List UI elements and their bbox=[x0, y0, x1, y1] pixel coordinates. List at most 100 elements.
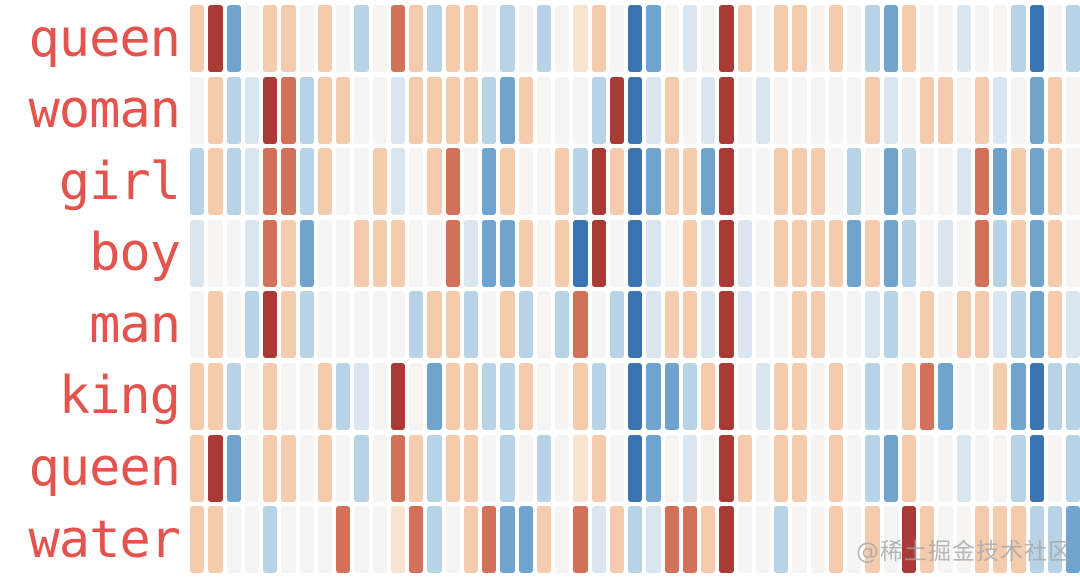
embedding-cell bbox=[226, 291, 241, 359]
embedding-cell bbox=[317, 5, 332, 72]
embedding-cell bbox=[810, 148, 825, 216]
embedding-cell bbox=[299, 434, 314, 502]
embedding-cell bbox=[500, 219, 515, 287]
embedding-cell bbox=[518, 148, 533, 216]
embedding-cell bbox=[701, 5, 716, 72]
embedding-cell bbox=[883, 291, 898, 359]
embedding-cell bbox=[1066, 291, 1080, 359]
embedding-cell bbox=[920, 362, 935, 430]
embedding-cell bbox=[354, 506, 369, 574]
embedding-cell bbox=[865, 5, 880, 72]
embedding-cell bbox=[792, 76, 807, 144]
embedding-cell bbox=[993, 148, 1008, 216]
embedding-cell bbox=[628, 219, 643, 287]
embedding-cell bbox=[719, 148, 734, 216]
embedding-cell bbox=[208, 434, 223, 502]
embedding-cell bbox=[244, 434, 259, 502]
embedding-vector bbox=[190, 5, 1080, 72]
embedding-cell bbox=[244, 5, 259, 72]
embedding-cell bbox=[518, 219, 533, 287]
embedding-cell bbox=[938, 362, 953, 430]
embedding-cell bbox=[956, 362, 971, 430]
embedding-row: boy bbox=[0, 219, 1080, 287]
embedding-cell bbox=[719, 76, 734, 144]
embedding-cell bbox=[317, 291, 332, 359]
embedding-row: woman bbox=[0, 76, 1080, 144]
embedding-cell bbox=[938, 434, 953, 502]
embedding-cell bbox=[263, 219, 278, 287]
embedding-cell bbox=[682, 219, 697, 287]
embedding-cell bbox=[555, 219, 570, 287]
embedding-cell bbox=[190, 219, 205, 287]
embedding-cell bbox=[336, 76, 351, 144]
embedding-cell bbox=[482, 434, 497, 502]
embedding-cell bbox=[865, 434, 880, 502]
embedding-cell bbox=[1066, 76, 1080, 144]
embedding-cell bbox=[701, 148, 716, 216]
embedding-cell bbox=[847, 506, 862, 574]
embedding-cell bbox=[646, 76, 661, 144]
embedding-cell bbox=[920, 148, 935, 216]
embedding-cell bbox=[737, 434, 752, 502]
embedding-cell bbox=[737, 148, 752, 216]
embedding-cell bbox=[1011, 5, 1026, 72]
embedding-cell bbox=[299, 219, 314, 287]
embedding-cell bbox=[810, 506, 825, 574]
embedding-cell bbox=[463, 5, 478, 72]
embedding-cell bbox=[518, 291, 533, 359]
embedding-cell bbox=[427, 76, 442, 144]
embedding-cell bbox=[372, 362, 387, 430]
embedding-cell bbox=[774, 362, 789, 430]
embedding-cell bbox=[792, 148, 807, 216]
embedding-cell bbox=[336, 291, 351, 359]
embedding-cell bbox=[500, 291, 515, 359]
embedding-cell bbox=[445, 434, 460, 502]
embedding-cell bbox=[646, 291, 661, 359]
embedding-cell bbox=[591, 219, 606, 287]
embedding-cell bbox=[409, 291, 424, 359]
embedding-cell bbox=[463, 148, 478, 216]
embedding-cell bbox=[1047, 362, 1062, 430]
embedding-cell bbox=[920, 5, 935, 72]
embedding-cell bbox=[500, 506, 515, 574]
embedding-cell bbox=[938, 148, 953, 216]
word-label: man bbox=[89, 294, 181, 355]
embedding-cell bbox=[573, 506, 588, 574]
embedding-cell bbox=[427, 362, 442, 430]
embedding-cell bbox=[974, 219, 989, 287]
embedding-cell bbox=[938, 506, 953, 574]
embedding-cell bbox=[609, 5, 624, 72]
embedding-cell bbox=[865, 148, 880, 216]
embedding-cell bbox=[390, 506, 405, 574]
embedding-cell bbox=[737, 506, 752, 574]
embedding-cell bbox=[737, 219, 752, 287]
embedding-cell bbox=[883, 148, 898, 216]
embedding-cell bbox=[701, 76, 716, 144]
embedding-cell bbox=[628, 434, 643, 502]
embedding-cell bbox=[737, 291, 752, 359]
embedding-cell bbox=[463, 434, 478, 502]
embedding-cell bbox=[500, 76, 515, 144]
embedding-cell bbox=[500, 148, 515, 216]
embedding-cell bbox=[390, 291, 405, 359]
embedding-cell bbox=[737, 5, 752, 72]
embedding-cell bbox=[354, 362, 369, 430]
embedding-cell bbox=[1029, 219, 1044, 287]
embedding-cell bbox=[427, 148, 442, 216]
embedding-cell bbox=[1029, 148, 1044, 216]
embedding-cell bbox=[244, 148, 259, 216]
embedding-cell bbox=[1011, 362, 1026, 430]
embedding-cell bbox=[1011, 291, 1026, 359]
embedding-cell bbox=[244, 362, 259, 430]
embedding-cell bbox=[628, 362, 643, 430]
embedding-cell bbox=[390, 362, 405, 430]
embedding-cell bbox=[755, 506, 770, 574]
embedding-cell bbox=[609, 148, 624, 216]
embedding-cell bbox=[755, 434, 770, 502]
embedding-cell bbox=[573, 291, 588, 359]
embedding-cell bbox=[463, 291, 478, 359]
embedding-cell bbox=[974, 5, 989, 72]
embedding-cell bbox=[719, 5, 734, 72]
embedding-cell bbox=[208, 362, 223, 430]
